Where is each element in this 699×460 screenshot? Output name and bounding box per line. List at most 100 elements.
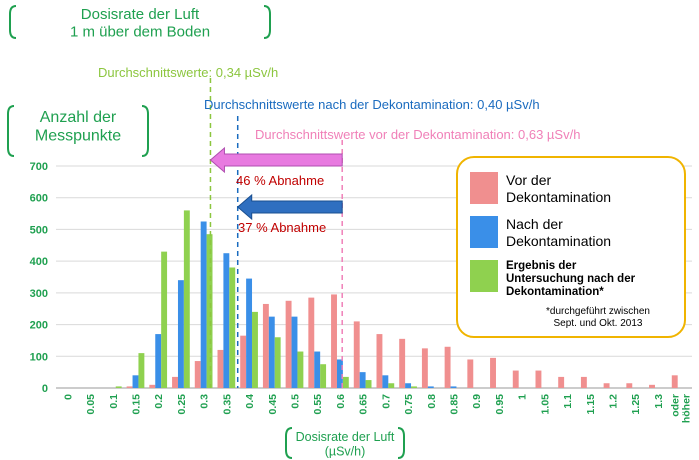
bar-0-12	[331, 294, 337, 388]
y-tick-label: 200	[30, 320, 48, 332]
bar-0-22	[558, 376, 565, 388]
bar-0-4	[149, 384, 156, 388]
bar-1-13	[359, 372, 366, 388]
x-tick-label: 1	[517, 394, 529, 400]
bar-1-4	[155, 334, 162, 388]
mean-label-before: Durchschnittswerte vor der Dekontaminati…	[255, 127, 580, 142]
bar-0-19	[490, 357, 496, 388]
x-tick-label: oderhöher	[670, 394, 693, 423]
bar-2-14	[388, 383, 395, 388]
title-right-bracket	[263, 5, 271, 39]
bar-2-3	[138, 353, 145, 388]
x-tick-label: 0.75	[403, 394, 415, 415]
bar-1-17	[450, 386, 457, 388]
bar-0-20	[512, 370, 519, 388]
bar-0-24	[603, 383, 610, 388]
legend-box: Vor der Dekontamination Nach der Dekonta…	[456, 156, 686, 338]
bar-0-6	[194, 361, 201, 388]
y-tick-label: 300	[30, 288, 48, 300]
y-axis-label: Anzahl der Messpunkte	[35, 109, 121, 144]
bar-0-9	[262, 303, 269, 388]
bar-0-14	[376, 334, 383, 388]
x-tick-label: 0.4	[244, 394, 256, 409]
arrow-label-37: 37 % Abnahme	[238, 220, 326, 235]
mean-label-after: Durchschnittswerte nach der Dekontaminat…	[204, 97, 540, 112]
x-tick-label: 1.25	[630, 394, 642, 415]
bar-0-7	[217, 349, 224, 388]
bar-0-16	[421, 348, 428, 388]
mean-label-overall: Durchschnittswerte: 0,34 µSv/h	[98, 65, 278, 80]
legend-swatch-before	[470, 172, 498, 204]
x-tick-label: 0.45	[267, 394, 279, 415]
bar-2-2	[115, 386, 122, 388]
arrow-label-46: 46 % Abnahme	[236, 173, 324, 188]
bar-1-14	[382, 375, 389, 388]
bar-1-8	[246, 278, 253, 388]
x-tick-label: 0.25	[176, 394, 188, 415]
legend-item-survey: Ergebnis der Untersuchung nach der Dekon…	[470, 260, 635, 299]
legend-label-after: Nach der Dekontamination	[506, 216, 612, 249]
bar-2-8	[252, 311, 258, 388]
x-tick-label: 0	[62, 394, 74, 400]
x-tick-label: 0.55	[312, 394, 324, 415]
legend-label-before: Vor der Dekontamination	[506, 172, 612, 205]
bar-0-10	[285, 300, 292, 388]
bar-2-4	[161, 251, 168, 388]
y-tick-label: 600	[30, 193, 48, 205]
x-tick-label: 0.65	[358, 394, 370, 415]
bar-1-5	[177, 280, 184, 388]
x-tick-label: 0.15	[131, 394, 143, 415]
x-tick-label: 0.5	[290, 394, 302, 409]
bar-0-15	[399, 338, 406, 388]
bar-1-15	[405, 383, 412, 388]
xlabel-right-bracket	[397, 427, 405, 459]
bar-1-3	[132, 375, 139, 388]
bar-2-9	[274, 337, 281, 388]
bar-0-27	[671, 375, 678, 388]
y-tick-label: 400	[30, 256, 48, 268]
bar-0-21	[535, 370, 542, 388]
bar-0-18	[467, 359, 474, 388]
y-tick-label: 500	[30, 224, 48, 236]
bar-0-3	[126, 386, 133, 388]
legend-label-survey: Ergebnis der Untersuchung nach der Dekon…	[506, 260, 636, 298]
xlabel-left-bracket	[285, 427, 293, 459]
legend-item-before: Vor der Dekontamination	[470, 172, 611, 206]
x-tick-label: 0.8	[426, 394, 438, 409]
x-tick-label: 1.15	[585, 394, 597, 415]
x-tick-label: 0.2	[153, 394, 165, 409]
x-tick-label: 0.85	[449, 394, 461, 415]
bar-1-6	[200, 221, 207, 388]
y-tick-label: 100	[30, 351, 48, 363]
legend-footnote: *durchgeführt zwischen Sept. und Okt. 20…	[546, 306, 650, 329]
bar-2-15	[411, 386, 417, 388]
arrow-37-percent	[236, 193, 343, 221]
x-tick-label: 0.7	[380, 394, 392, 409]
title-left-bracket	[9, 5, 17, 39]
x-axis-label: Dosisrate der Luft (µSv/h)	[296, 430, 395, 458]
legend-item-after: Nach der Dekontamination	[470, 216, 611, 250]
bar-0-11	[308, 297, 315, 388]
x-tick-label: 1.05	[539, 394, 551, 415]
legend-swatch-after	[470, 216, 498, 248]
x-tick-label: 0.35	[221, 394, 233, 415]
bar-0-25	[626, 383, 633, 388]
bar-2-13	[365, 380, 372, 388]
x-tick-label: 1.2	[608, 394, 620, 409]
bar-1-11	[314, 351, 321, 388]
bar-1-10	[291, 316, 298, 388]
bar-0-5	[172, 376, 178, 388]
bar-2-10	[297, 351, 304, 388]
x-tick-label: 0.1	[108, 394, 120, 409]
y-tick-label: 700	[30, 161, 48, 173]
bar-0-26	[649, 384, 655, 388]
bar-2-7	[229, 267, 236, 388]
chart-title: Dosisrate der Luft 1 m über dem Boden	[70, 6, 210, 40]
bar-2-6	[206, 234, 213, 388]
bar-0-13	[353, 321, 360, 388]
ylabel-left-bracket	[7, 105, 15, 157]
bar-1-7	[223, 253, 230, 388]
bar-2-5	[183, 210, 190, 388]
bar-1-16	[427, 386, 434, 388]
